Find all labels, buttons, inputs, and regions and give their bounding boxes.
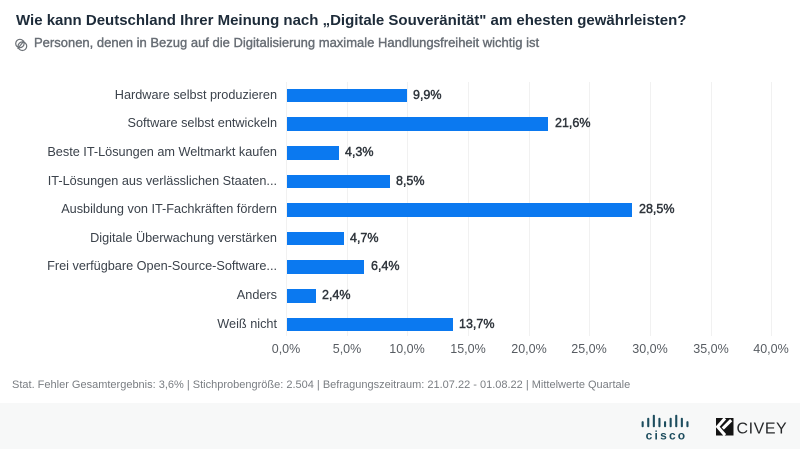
svg-text:cisco: cisco bbox=[646, 429, 688, 443]
svg-text:CIVEY: CIVEY bbox=[737, 420, 788, 436]
